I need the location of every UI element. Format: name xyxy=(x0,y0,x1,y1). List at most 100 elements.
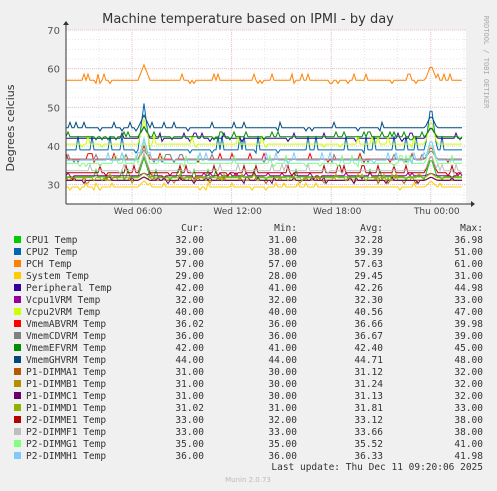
legend-value-min: 36.00 xyxy=(268,331,297,342)
legend-swatch xyxy=(14,368,21,375)
legend-value-max: 32.00 xyxy=(454,379,483,390)
legend-value-min: 57.00 xyxy=(268,259,297,270)
legend-value-avg: 36.67 xyxy=(354,331,383,342)
x-tick-label: Wed 12:00 xyxy=(213,207,262,217)
legend-value-min: 44.00 xyxy=(268,355,297,366)
series-line-7 xyxy=(66,118,462,149)
legend-series-name: CPU2 Temp xyxy=(26,247,78,258)
legend-value-min: 41.00 xyxy=(268,283,297,294)
legend-value-avg: 44.71 xyxy=(354,355,383,366)
legend-value-min: 36.00 xyxy=(268,319,297,330)
legend-swatch xyxy=(14,416,21,423)
y-tick-label: 40 xyxy=(47,142,60,153)
legend-series-name: Vcpu2VRM Temp xyxy=(26,307,101,318)
legend-value-avg: 39.39 xyxy=(354,247,383,258)
legend-series-name: Vcpu1VRM Temp xyxy=(26,295,101,306)
legend-value-min: 30.00 xyxy=(268,379,297,390)
legend-swatch xyxy=(14,404,21,411)
rrdtool-watermark: RRDTOOL / TOBI OETIKER xyxy=(482,16,490,110)
legend-value-avg: 31.81 xyxy=(354,403,383,414)
y-axis-ticks: 30 40 50 60 70 xyxy=(47,26,60,192)
axes xyxy=(63,21,475,207)
legend-value-cur: 33.00 xyxy=(175,415,204,426)
y-tick-label: 50 xyxy=(47,103,60,114)
legend-value-cur: 35.00 xyxy=(175,439,204,450)
legend-value-cur: 36.00 xyxy=(175,451,204,462)
legend-series-name: P1-DIMMC1 Temp xyxy=(26,391,106,402)
y-tick-label: 60 xyxy=(47,65,60,76)
legend-value-max: 51.00 xyxy=(454,247,483,258)
legend-value-avg: 36.33 xyxy=(354,451,383,462)
legend-series-name: P1-DIMMB1 Temp xyxy=(26,379,106,390)
legend-header: Max: xyxy=(460,223,483,234)
legend-value-max: 48.00 xyxy=(454,355,483,366)
legend-series-name: P1-DIMMA1 Temp xyxy=(26,367,106,378)
munin-version: Munin 2.0.73 xyxy=(225,476,271,484)
y-tick-label: 30 xyxy=(47,181,60,192)
legend-value-avg: 40.56 xyxy=(354,307,383,318)
series-line-16 xyxy=(66,152,462,177)
legend-series-name: P1-DIMMD1 Temp xyxy=(26,403,106,414)
legend-value-max: 36.98 xyxy=(454,235,483,246)
series-line-6 xyxy=(65,171,463,180)
legend-value-cur: 29.00 xyxy=(175,271,204,282)
legend-value-max: 32.00 xyxy=(454,391,483,402)
series-line-19 xyxy=(66,136,462,165)
legend-value-avg: 29.45 xyxy=(354,271,383,282)
legend-value-avg: 31.12 xyxy=(354,367,383,378)
legend-header: Min: xyxy=(274,223,297,234)
legend-value-max: 47.00 xyxy=(454,307,483,318)
legend-value-avg: 32.28 xyxy=(354,235,383,246)
legend-value-max: 44.98 xyxy=(454,283,483,294)
legend-swatch xyxy=(14,296,21,303)
legend-value-min: 30.00 xyxy=(268,367,297,378)
legend-value-avg: 32.30 xyxy=(354,295,383,306)
legend-value-min: 33.00 xyxy=(268,427,297,438)
legend-swatch xyxy=(14,308,21,315)
legend-swatch xyxy=(14,272,21,279)
legend-swatch xyxy=(14,284,21,291)
legend-value-avg: 31.13 xyxy=(354,391,383,402)
legend-series-name: Peripheral Temp xyxy=(26,283,112,294)
legend-value-min: 38.00 xyxy=(268,247,297,258)
legend-value-cur: 36.00 xyxy=(175,331,204,342)
series-line-18 xyxy=(66,140,462,168)
legend-series-name: P2-DIMMH1 Temp xyxy=(26,451,106,462)
legend-value-max: 38.00 xyxy=(454,427,483,438)
legend-value-max: 32.00 xyxy=(454,367,483,378)
chart-title: Machine temperature based on IPMI - by d… xyxy=(102,12,394,27)
legend-swatch xyxy=(14,260,21,267)
legend-value-max: 39.00 xyxy=(454,331,483,342)
last-update-text: Last update: Thu Dec 11 09:20:06 2025 xyxy=(271,462,483,473)
x-tick-label: Wed 06:00 xyxy=(114,207,163,217)
legend-series-name: P2-DIMMG1 Temp xyxy=(26,439,106,450)
y-tick-label: 70 xyxy=(47,26,60,37)
legend-swatch xyxy=(14,452,21,459)
legend-header: Cur: xyxy=(181,223,204,234)
legend-value-cur: 40.00 xyxy=(175,307,204,318)
legend-swatch xyxy=(14,356,21,363)
legend-swatch xyxy=(14,392,21,399)
legend-swatch xyxy=(14,440,21,447)
legend-value-avg: 33.66 xyxy=(354,427,383,438)
legend-series-name: VmemGHVRM Temp xyxy=(26,355,106,366)
legend-value-min: 35.00 xyxy=(268,439,297,450)
legend-value-avg: 42.26 xyxy=(354,283,383,294)
legend-value-avg: 57.63 xyxy=(354,259,383,270)
legend-value-min: 40.00 xyxy=(268,307,297,318)
legend-value-min: 41.00 xyxy=(268,343,297,354)
legend-series-name: System Temp xyxy=(26,271,89,282)
legend-value-min: 31.00 xyxy=(268,403,297,414)
legend-value-max: 38.00 xyxy=(454,415,483,426)
series-line-4 xyxy=(66,180,462,192)
legend-header: Avg: xyxy=(360,223,383,234)
series-line-17 xyxy=(66,152,463,176)
legend-value-avg: 42.40 xyxy=(354,343,383,354)
legend-value-avg: 33.12 xyxy=(354,415,383,426)
legend-value-cur: 42.00 xyxy=(175,283,204,294)
x-tick-label: Thu 00:00 xyxy=(413,207,460,217)
legend-value-max: 41.00 xyxy=(454,439,483,450)
legend-value-cur: 36.02 xyxy=(175,319,204,330)
